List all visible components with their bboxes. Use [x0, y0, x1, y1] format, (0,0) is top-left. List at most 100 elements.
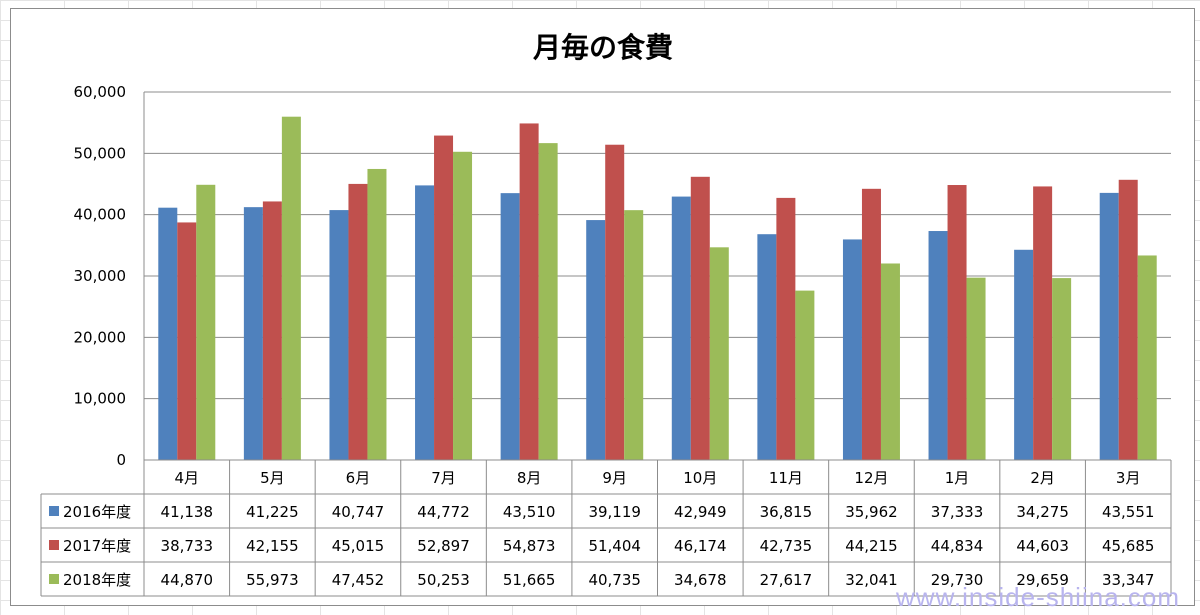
bar	[1137, 255, 1157, 460]
data-label: 44,834	[931, 537, 984, 555]
bar	[1033, 186, 1053, 460]
legend-key	[49, 540, 59, 550]
bar	[880, 263, 900, 460]
bar	[861, 188, 881, 460]
series-name: 2018年度	[63, 571, 131, 589]
bar-chart: 月毎の食費 0 10,000 20,000 30,000 40,000 50,000 60,…	[40, 31, 1172, 597]
watermark-text: www.inside-shiina.com	[896, 582, 1180, 612]
bar	[538, 143, 558, 460]
data-label: 44,772	[417, 503, 470, 521]
data-label: 40,735	[588, 571, 641, 589]
data-label: 41,225	[246, 503, 299, 521]
data-label: 42,155	[246, 537, 299, 555]
chart-area: 月毎の食費 0 10,000 20,000 30,000 40,000 50,000 60,…	[10, 8, 1195, 606]
data-label: 44,215	[845, 537, 898, 555]
category-label: 12月	[854, 469, 888, 487]
chart-title: 月毎の食費	[532, 31, 673, 64]
category-label: 11月	[769, 469, 803, 487]
y-tick-label: 50,000	[74, 144, 127, 162]
category-label: 3月	[1116, 469, 1141, 487]
bar	[966, 277, 986, 460]
bar	[947, 185, 967, 460]
category-label: 7月	[431, 469, 456, 487]
data-label: 47,452	[332, 571, 385, 589]
data-label: 54,873	[503, 537, 556, 555]
bar	[928, 231, 948, 460]
category-label: 8月	[517, 469, 542, 487]
bar	[842, 239, 862, 460]
data-label: 41,138	[161, 503, 214, 521]
gridlines	[144, 91, 1171, 461]
data-label: 42,949	[674, 503, 727, 521]
category-label: 4月	[175, 469, 200, 487]
category-label: 9月	[602, 469, 627, 487]
bar	[1014, 249, 1034, 460]
bar	[605, 144, 625, 460]
bar	[1118, 179, 1138, 461]
bar	[367, 168, 387, 460]
data-label: 38,733	[161, 537, 214, 555]
bars	[158, 116, 1157, 461]
category-label: 2月	[1030, 469, 1055, 487]
y-tick-label: 60,000	[74, 83, 127, 101]
legend-key	[49, 506, 59, 516]
bar	[415, 185, 435, 460]
bar	[519, 123, 539, 460]
data-label: 37,333	[931, 503, 984, 521]
data-label: 51,665	[503, 571, 556, 589]
legend-key	[49, 574, 59, 584]
y-tick-label: 20,000	[74, 328, 127, 346]
bar	[709, 247, 729, 460]
data-label: 44,870	[161, 571, 214, 589]
bar	[1099, 192, 1119, 460]
bar	[690, 176, 710, 460]
data-label: 46,174	[674, 537, 727, 555]
bar	[262, 201, 282, 460]
category-label: 1月	[945, 469, 970, 487]
category-label: 5月	[260, 469, 285, 487]
data-label: 50,253	[417, 571, 470, 589]
bar	[453, 151, 473, 460]
data-label: 45,685	[1102, 537, 1155, 555]
data-label: 27,617	[760, 571, 813, 589]
data-label: 39,119	[588, 503, 641, 521]
bar	[158, 207, 178, 460]
data-label: 35,962	[845, 503, 898, 521]
data-label: 40,747	[332, 503, 385, 521]
data-label: 29,659	[1016, 571, 1069, 589]
bar	[281, 116, 301, 460]
category-label: 10月	[683, 469, 717, 487]
bar	[586, 220, 606, 460]
data-label: 45,015	[332, 537, 385, 555]
bar	[671, 196, 691, 460]
y-tick-label: 40,000	[74, 206, 127, 224]
y-tick-label: 0	[116, 451, 126, 469]
data-label: 44,603	[1016, 537, 1069, 555]
bar	[177, 222, 197, 460]
data-label: 34,678	[674, 571, 727, 589]
bar	[757, 234, 777, 460]
data-label: 29,730	[931, 571, 984, 589]
bar	[1052, 278, 1072, 460]
data-label: 43,551	[1102, 503, 1155, 521]
series-name: 2016年度	[63, 503, 131, 521]
bar	[348, 183, 368, 460]
bar	[624, 210, 644, 460]
data-label: 32,041	[845, 571, 898, 589]
data-label: 34,275	[1016, 503, 1069, 521]
data-table: 4月 5月 6月 7月 8月 9月 10月 11月 12月 1月 2月 3月 2016年度 41,138 4…	[40, 459, 1172, 597]
data-label: 42,735	[760, 537, 813, 555]
data-label: 51,404	[588, 537, 641, 555]
data-label: 52,897	[417, 537, 470, 555]
bar	[196, 184, 216, 460]
y-tick-label: 10,000	[74, 390, 127, 408]
data-label: 36,815	[760, 503, 813, 521]
bar	[243, 207, 263, 460]
bar	[500, 193, 520, 460]
data-label: 33,347	[1102, 571, 1155, 589]
bar	[434, 135, 454, 460]
category-label: 6月	[346, 469, 371, 487]
data-label: 55,973	[246, 571, 299, 589]
data-label: 43,510	[503, 503, 556, 521]
bar	[776, 197, 796, 460]
